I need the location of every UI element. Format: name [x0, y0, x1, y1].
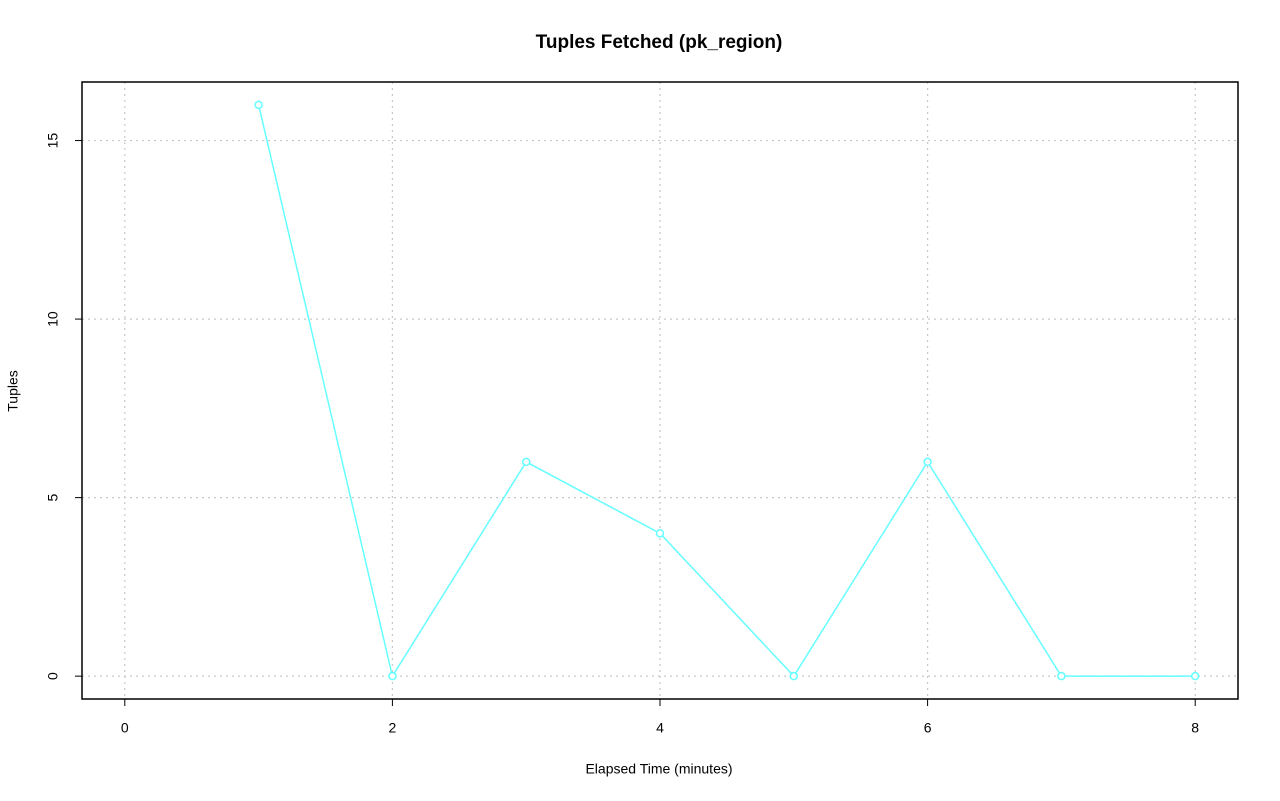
- series-line: [257, 104, 1196, 679]
- x-tick-label: 2: [389, 720, 397, 736]
- data-point: [254, 100, 263, 110]
- data-point: [1057, 671, 1066, 681]
- data-point: [388, 671, 397, 681]
- data-point: [923, 457, 932, 467]
- y-tick-label: 0: [45, 672, 61, 680]
- x-axis-label: Elapsed Time (minutes): [585, 761, 732, 777]
- x-tick-label: 6: [924, 720, 932, 736]
- y-tick-label: 15: [45, 133, 61, 149]
- data-point: [521, 457, 531, 467]
- chart-title: Tuples Fetched (pk_region): [536, 32, 783, 53]
- data-point: [789, 671, 799, 681]
- x-tick-label: 8: [1191, 720, 1199, 736]
- plot-frame: [81, 81, 1239, 700]
- y-tick-label: 10: [45, 311, 61, 327]
- x-tick-label: 0: [121, 720, 129, 736]
- data-point: [1190, 671, 1200, 681]
- y-tick-label: 5: [45, 494, 61, 502]
- x-tick-label: 4: [656, 720, 664, 736]
- y-axis-label: Tuples: [5, 370, 21, 412]
- data-point: [655, 529, 665, 538]
